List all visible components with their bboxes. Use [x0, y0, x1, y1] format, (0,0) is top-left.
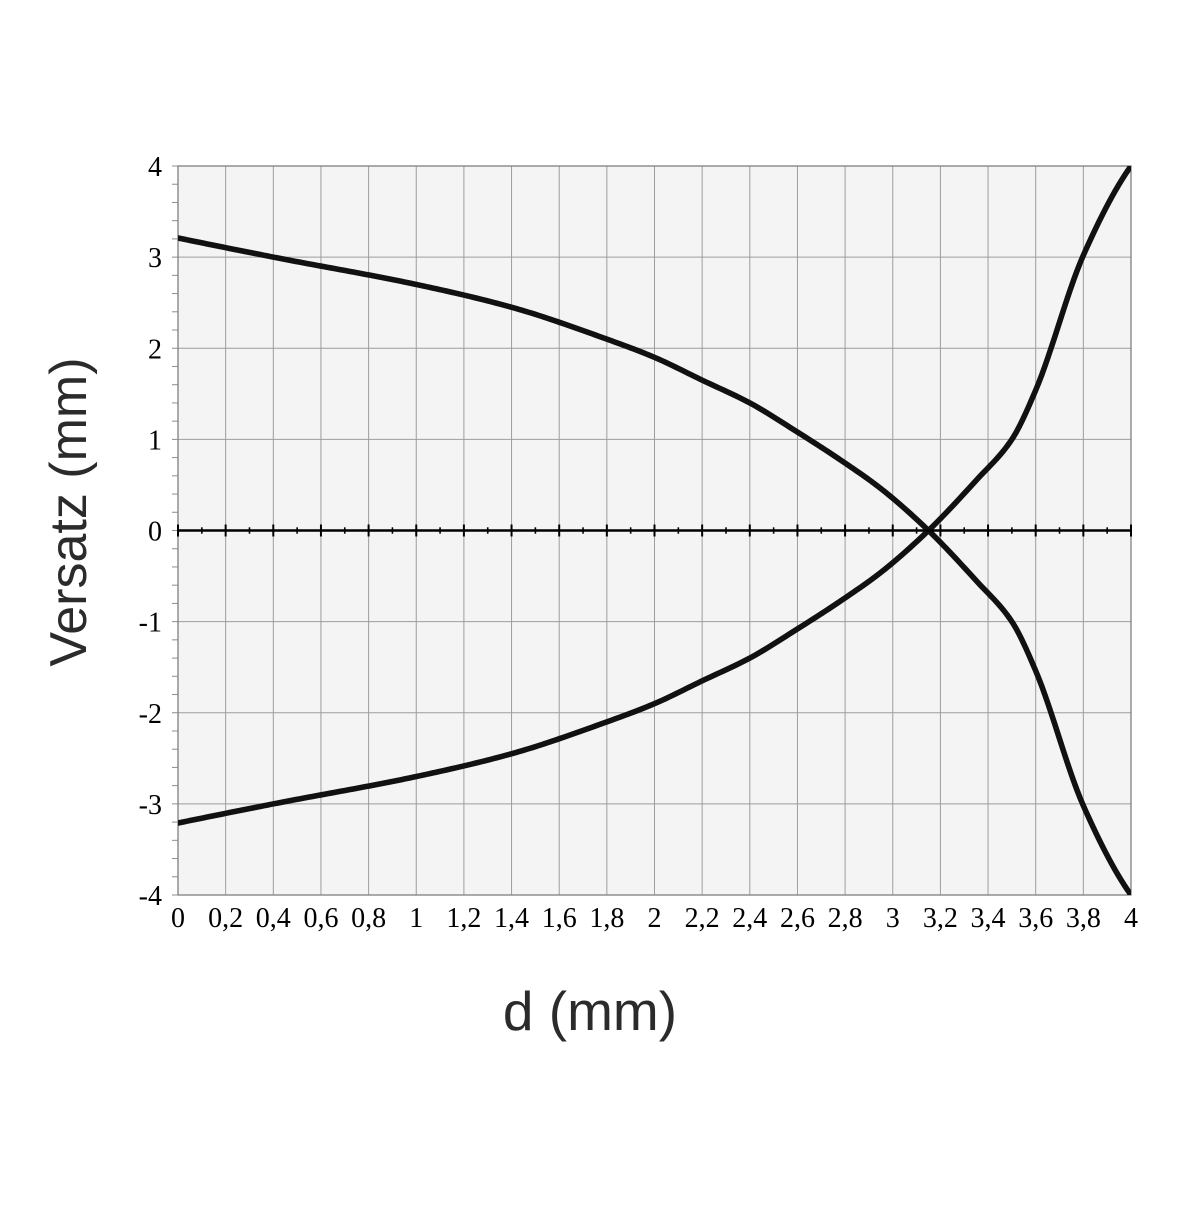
svg-text:0,6: 0,6 [303, 903, 338, 934]
svg-text:1: 1 [148, 425, 162, 456]
svg-text:3,2: 3,2 [923, 903, 958, 934]
svg-text:1: 1 [409, 903, 423, 934]
svg-text:-4: -4 [139, 881, 162, 912]
svg-text:4: 4 [1124, 903, 1138, 934]
svg-text:2: 2 [148, 334, 162, 365]
svg-text:3: 3 [886, 903, 900, 934]
svg-text:-3: -3 [139, 790, 162, 821]
svg-text:2,4: 2,4 [732, 903, 767, 934]
svg-text:1,4: 1,4 [494, 903, 529, 934]
svg-text:2,2: 2,2 [685, 903, 720, 934]
svg-text:3,4: 3,4 [971, 903, 1006, 934]
svg-text:-2: -2 [139, 699, 162, 730]
svg-text:0: 0 [171, 903, 185, 934]
svg-text:2,6: 2,6 [780, 903, 815, 934]
svg-text:3,6: 3,6 [1018, 903, 1053, 934]
svg-text:0,2: 0,2 [208, 903, 243, 934]
svg-text:1,2: 1,2 [446, 903, 481, 934]
svg-text:Versatz (mm): Versatz (mm) [40, 357, 98, 666]
svg-text:2,8: 2,8 [828, 903, 863, 934]
svg-text:1,8: 1,8 [589, 903, 624, 934]
svg-text:0,8: 0,8 [351, 903, 386, 934]
svg-text:3,8: 3,8 [1066, 903, 1101, 934]
svg-text:4: 4 [148, 152, 162, 183]
svg-text:0: 0 [148, 517, 162, 548]
svg-text:3: 3 [148, 243, 162, 274]
svg-text:-1: -1 [139, 608, 162, 639]
svg-text:1,6: 1,6 [542, 903, 577, 934]
svg-text:2: 2 [648, 903, 662, 934]
svg-text:d (mm): d (mm) [503, 980, 677, 1042]
svg-text:0,4: 0,4 [256, 903, 291, 934]
